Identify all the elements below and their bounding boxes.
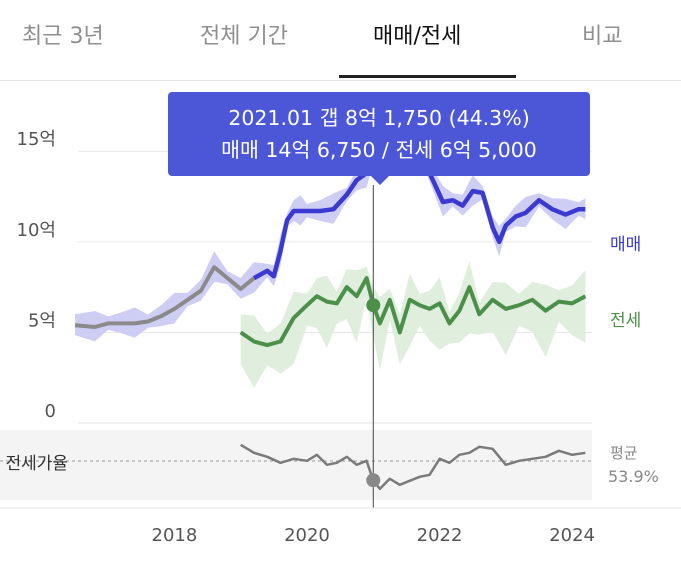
highlight-ratio-point: [366, 473, 381, 488]
y-tick-label: 0: [45, 401, 56, 422]
x-tick-label: 2020: [284, 525, 330, 546]
sale-history-line: [74, 265, 256, 329]
jeonse-price-line: [239, 276, 587, 348]
tab-sale-jeonse[interactable]: 매매/전세: [373, 24, 462, 49]
series-label-jeonse: 전세: [610, 311, 641, 331]
chart-tooltip: 2021.01 갭 8억 1,750 (44.3%) 매매 14억 6,750 …: [168, 92, 590, 176]
ratio-axis-label: 전세가율: [5, 454, 68, 474]
y-tick-label: 5억: [28, 310, 56, 331]
ratio-average-label: 평균: [610, 444, 638, 462]
active-tab-indicator: [339, 75, 516, 78]
tooltip-gap-line: 2021.01 갭 8억 1,750 (44.3%): [228, 106, 530, 130]
x-tick-label: 2024: [549, 525, 595, 546]
y-tick-label: 15억: [17, 129, 56, 150]
x-tick-label: 2018: [152, 525, 198, 546]
tooltip-price-line: 매매 14억 6,750 / 전세 6억 5,000: [221, 138, 537, 162]
tab-compare[interactable]: 비교: [582, 24, 623, 49]
tooltip-pointer: [371, 176, 389, 185]
ratio-line: [240, 443, 586, 491]
tab-all-period[interactable]: 전체 기간: [200, 24, 288, 49]
y-tick-label: 10억: [17, 220, 56, 241]
tab-bar: 최근 3년 전체 기간 매매/전세 비교: [0, 0, 681, 81]
highlight-jeonse-point: [366, 298, 381, 313]
series-label-sale: 매매: [610, 235, 641, 255]
ratio-panel-background: [0, 430, 592, 500]
jeonse-range-band: [240, 261, 586, 388]
x-tick-label: 2022: [417, 525, 463, 546]
tab-recent-3-years[interactable]: 최근 3년: [22, 24, 104, 49]
ratio-average-value: 53.9%: [608, 467, 659, 486]
